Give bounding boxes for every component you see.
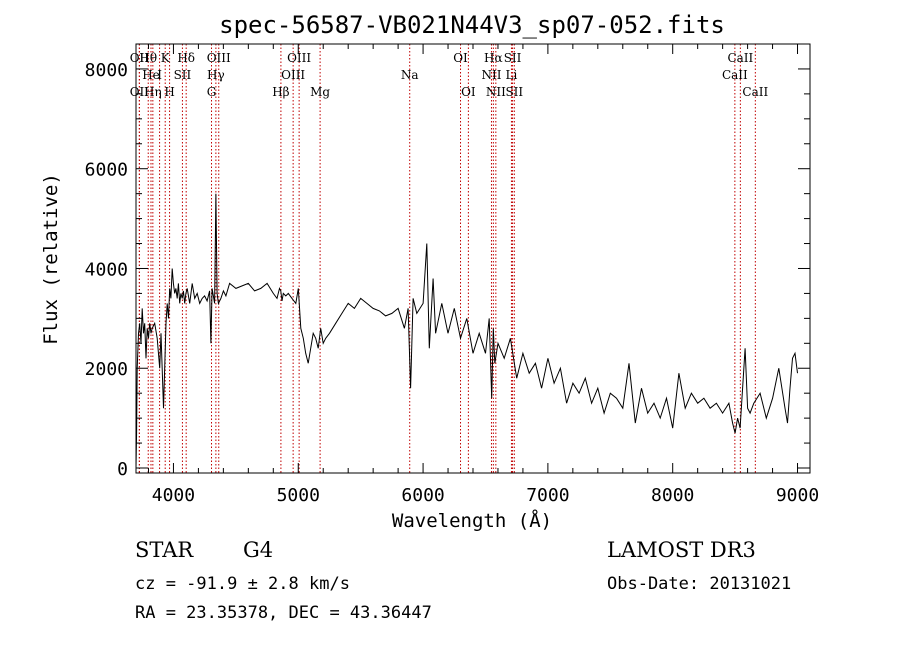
spectral-line-label: OII	[130, 51, 150, 65]
spectral-line-label: Hθ	[139, 51, 157, 65]
spectral-line-label: G	[207, 85, 217, 99]
spectral-line-label: OI	[453, 51, 468, 65]
obs-date-text: Obs-Date: 20131021	[607, 574, 792, 594]
spectral-line-label: Hα	[484, 51, 503, 65]
spectral-line-label: NII	[481, 68, 501, 82]
spectral-line-label: Li	[506, 68, 518, 82]
spectral-line-label: OII	[130, 85, 150, 99]
spectral-line-label: Hγ	[207, 68, 225, 82]
x-axis-ticks: 4000 5000 6000 7000 8000 9000	[147, 44, 819, 506]
x-tick-label: 9000	[776, 485, 819, 506]
y-tick-label: 0	[117, 459, 128, 480]
y-tick-label: 2000	[85, 359, 128, 380]
spectral-line-label: Hη	[144, 85, 162, 99]
y-axis-label: Flux (relative)	[40, 173, 62, 345]
spectral-line-label: Hβ	[272, 85, 289, 99]
spectral-line-label: Mg	[310, 85, 330, 99]
plot-frame	[135, 43, 811, 474]
spectral-line-label: He	[142, 68, 160, 82]
spectral-line-label: OI	[461, 85, 476, 99]
spectral-lines-layer	[138, 44, 756, 473]
spectral-line-label: CaII	[742, 85, 768, 99]
x-tick-label: 8000	[651, 485, 694, 506]
spectral-line-label: CaII	[727, 51, 753, 65]
spectral-line-label: H	[164, 85, 174, 99]
survey-label: LAMOST DR3	[607, 538, 756, 562]
object-class: STAR	[135, 538, 194, 562]
spectrum-series-line	[135, 193, 798, 469]
spectral-line-label: OIII	[281, 68, 305, 82]
coordinates-text: RA = 23.35378, DEC = 43.36447	[135, 603, 432, 623]
spectral-line-label: Na	[401, 68, 419, 82]
redshift-text: cz = -91.9 ± 2.8 km/s	[135, 574, 350, 594]
spectral-line-label: SII	[505, 85, 523, 99]
spectral-line-label: SII	[174, 68, 192, 82]
x-tick-label: 6000	[401, 485, 444, 506]
x-axis-label: Wavelength (Å)	[392, 509, 552, 532]
spectral-line-label: I	[157, 68, 162, 82]
chart-title: spec-56587-VB021N44V3_sp07-052.fits	[219, 11, 725, 39]
y-tick-label: 8000	[85, 60, 128, 81]
spectral-line-label: Hδ	[177, 51, 195, 65]
x-tick-label: 7000	[526, 485, 569, 506]
spectral-line-label: OIII	[287, 51, 311, 65]
object-subclass: G4	[243, 538, 274, 562]
spectral-line-label: OIII	[207, 51, 231, 65]
y-tick-label: 4000	[85, 259, 128, 280]
x-tick-label: 4000	[152, 485, 195, 506]
spectral-line-label: K	[161, 51, 171, 65]
spectral-line-label: SII	[504, 51, 522, 65]
y-axis-ticks: 0 2000 4000 6000 8000	[85, 60, 810, 480]
spectral-line-label: NII	[486, 85, 506, 99]
x-tick-label: 5000	[277, 485, 320, 506]
spectral-line-label: CaII	[722, 68, 748, 82]
y-tick-label: 6000	[85, 160, 128, 181]
